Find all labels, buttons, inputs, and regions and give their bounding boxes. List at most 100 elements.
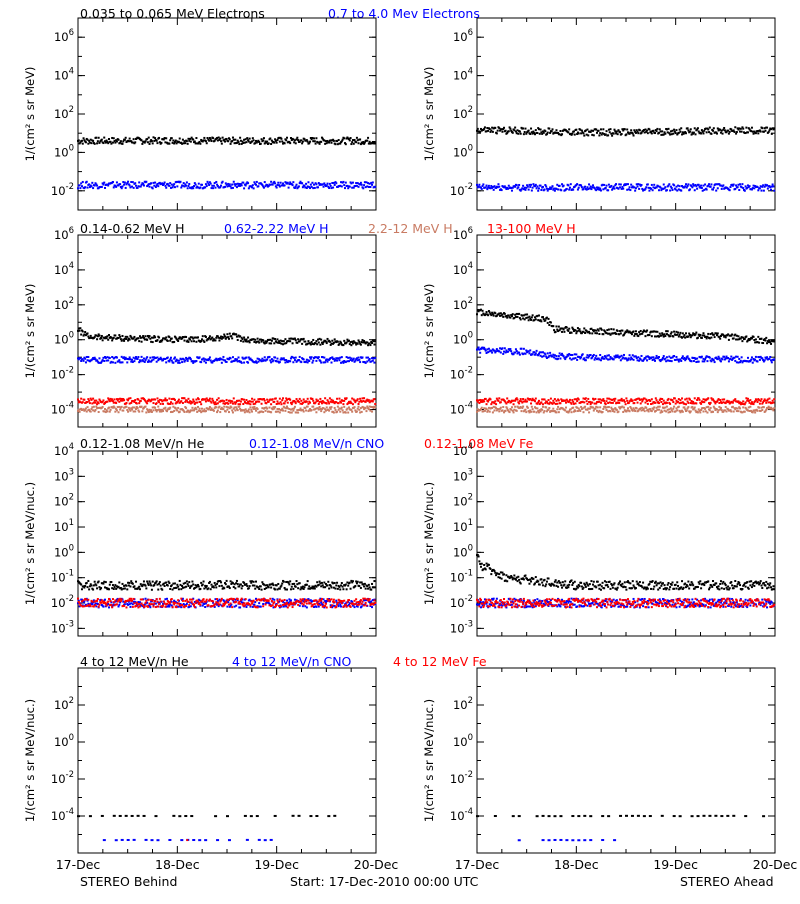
data-point (102, 142, 104, 144)
data-point (481, 407, 483, 409)
data-point (593, 354, 595, 356)
data-point (520, 133, 522, 135)
data-point (182, 402, 184, 404)
data-point (334, 338, 336, 340)
data-point (584, 332, 586, 334)
data-point (161, 589, 163, 591)
data-point (304, 341, 306, 343)
data-point (490, 398, 492, 400)
data-point (129, 585, 131, 587)
data-point (363, 184, 365, 186)
legend-cno-high: 4 to 12 MeV/n CNO (232, 654, 352, 669)
data-point (319, 143, 321, 145)
data-point (703, 130, 705, 132)
data-point (258, 401, 260, 403)
data-point (245, 357, 247, 359)
data-point (287, 402, 289, 404)
data-point (731, 333, 733, 335)
data-point (220, 185, 222, 187)
data-point (713, 127, 715, 129)
data-point (245, 141, 247, 143)
data-point (334, 143, 336, 145)
data-point (331, 340, 333, 342)
data-point (153, 584, 155, 586)
data-point (567, 330, 569, 332)
data-point (119, 183, 121, 185)
data-point (486, 403, 488, 405)
data-point (183, 397, 185, 399)
data-point (531, 316, 533, 318)
data-point (262, 139, 264, 141)
data-point (84, 186, 86, 188)
data-point (673, 129, 675, 131)
data-point (366, 140, 368, 142)
data-point (664, 335, 666, 337)
data-point (560, 189, 562, 191)
data-point (374, 406, 376, 408)
data-point (666, 189, 668, 191)
data-point (536, 185, 538, 187)
data-point (89, 402, 91, 404)
data-point (700, 185, 702, 187)
data-point (633, 359, 635, 361)
data-point (154, 182, 156, 184)
data-point (237, 409, 239, 411)
data-point (226, 399, 228, 401)
data-point (83, 137, 85, 139)
data-point (757, 401, 759, 403)
data-point (226, 361, 228, 363)
data-point (605, 187, 607, 189)
y-tick-label: 100 (453, 143, 473, 159)
data-point (209, 398, 211, 400)
data-point (724, 129, 726, 131)
data-point (222, 408, 224, 410)
data-point (658, 189, 660, 191)
data-point (531, 406, 533, 408)
data-point (545, 185, 547, 187)
data-point (152, 402, 154, 404)
data-point (593, 134, 595, 136)
data-point (115, 402, 117, 404)
data-point (757, 132, 759, 134)
data-point (98, 137, 100, 139)
y-tick-label: 10-2 (51, 594, 74, 610)
data-point (561, 133, 563, 135)
data-point (716, 133, 718, 135)
data-point (114, 398, 116, 400)
data-point (158, 401, 160, 403)
data-point (502, 316, 504, 318)
data-point (103, 137, 105, 139)
data-point (112, 181, 114, 183)
data-point (772, 185, 774, 187)
data-point (168, 361, 170, 363)
data-point (699, 411, 701, 413)
data-point (733, 411, 735, 413)
data-point (668, 183, 670, 185)
data-point (736, 131, 738, 133)
data-point (656, 130, 658, 132)
data-point (712, 189, 714, 191)
data-point (517, 399, 519, 401)
data-point (537, 190, 539, 192)
y-axis-label: 1/(cm² s sr MeV) (23, 67, 37, 162)
data-point (135, 581, 137, 583)
data-point (594, 408, 596, 410)
data-point (733, 184, 735, 186)
data-point (664, 333, 666, 335)
data-point (78, 139, 80, 141)
data-point (769, 356, 771, 358)
data-point (687, 355, 689, 357)
data-point (742, 128, 744, 130)
data-point (646, 330, 648, 332)
data-point (749, 399, 751, 401)
data-point (530, 128, 532, 130)
data-point (493, 189, 495, 191)
data-point (651, 184, 653, 186)
data-point (300, 400, 302, 402)
data-point (637, 335, 639, 337)
data-point (218, 339, 220, 341)
data-point (291, 403, 293, 405)
data-point (359, 398, 361, 400)
data-point (518, 184, 520, 186)
data-point (131, 359, 133, 361)
